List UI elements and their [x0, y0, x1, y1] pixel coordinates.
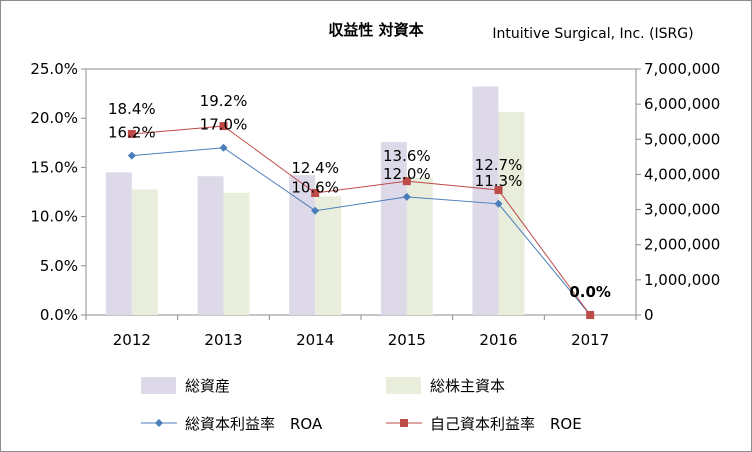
y-right-tick-label: 7,000,000 [644, 60, 720, 78]
y-right-tick-label: 2,000,000 [644, 236, 720, 254]
legend-label-roa: 総資本利益率 ROA [185, 415, 323, 433]
data-label-roe: 0.0% [569, 283, 611, 301]
x-tick-label: 2014 [296, 331, 334, 349]
y-left-tick-label: 5.0% [40, 257, 78, 275]
bar-total-assets [380, 142, 407, 315]
data-label-roa: 10.6% [291, 179, 339, 197]
point-roe [219, 122, 228, 131]
bar-total-equity [406, 177, 433, 315]
legend-swatch-total-equity [386, 377, 421, 394]
y-left-tick-label: 10.0% [30, 208, 78, 226]
legend-label-total-equity: 総株主資本 [430, 377, 505, 395]
x-tick-label: 2017 [571, 331, 609, 349]
y-right-tick-label: 5,000,000 [644, 130, 720, 148]
legend-label-roe: 自己資本利益率 ROE [430, 415, 582, 433]
bar-total-equity [131, 189, 158, 315]
data-label-roe: 13.6% [383, 147, 431, 165]
bar-total-assets [197, 176, 224, 315]
y-left-tick-label: 20.0% [30, 109, 78, 127]
plot-area [85, 68, 637, 316]
point-roa [219, 143, 228, 152]
series-line-roe [131, 125, 591, 316]
data-label-roe: 12.4% [291, 159, 339, 177]
point-roa [311, 206, 320, 215]
y-right-tick-label: 3,000,000 [644, 201, 720, 219]
series-line-roa [131, 147, 591, 316]
point-roe [586, 311, 595, 319]
data-label-roa: 12.0% [383, 165, 431, 183]
bar-total-equity [498, 111, 525, 315]
legend-label-total-assets: 総資産 [185, 377, 230, 395]
point-roe [402, 177, 411, 186]
chart-title: 収益性 対資本 [328, 21, 423, 39]
data-label-roe: 18.4% [108, 100, 156, 118]
legend-marker-roe [400, 419, 408, 427]
y-right-tick-label: 0 [644, 306, 654, 324]
x-tick-label: 2015 [388, 331, 426, 349]
x-tick-label: 2013 [204, 331, 242, 349]
y-left-tick-label: 0.0% [40, 306, 78, 324]
legend-marker-roa [155, 419, 163, 427]
y-left-tick-label: 15.0% [30, 158, 78, 176]
point-roe [127, 129, 136, 138]
data-label-roa: 11.3% [475, 172, 523, 190]
x-tick-label: 2016 [479, 331, 517, 349]
bar-total-assets [289, 175, 316, 315]
y-right-tick-label: 1,000,000 [644, 271, 720, 289]
point-roa [127, 151, 136, 160]
x-tick-label: 2012 [113, 331, 151, 349]
legend-swatch-total-assets [141, 377, 176, 394]
bar-total-equity [315, 196, 342, 315]
point-roe [311, 188, 320, 197]
y-right-tick-label: 4,000,000 [644, 165, 720, 183]
bar-total-equity [223, 192, 250, 315]
point-roe [494, 186, 503, 195]
y-left-tick-label: 25.0% [30, 60, 78, 78]
data-label-roa: 16.2% [108, 124, 156, 142]
data-label-roe: 19.2% [200, 92, 248, 110]
data-label-roe: 12.7% [475, 156, 523, 174]
data-label-roa: 17.0% [200, 116, 248, 134]
y-right-tick-label: 6,000,000 [644, 95, 720, 113]
bar-total-assets [105, 172, 132, 315]
point-roa [494, 199, 503, 208]
point-roa [402, 192, 411, 201]
bar-total-assets [472, 86, 499, 315]
chart-subtitle: Intuitive Surgical, Inc. (ISRG) [492, 26, 693, 42]
